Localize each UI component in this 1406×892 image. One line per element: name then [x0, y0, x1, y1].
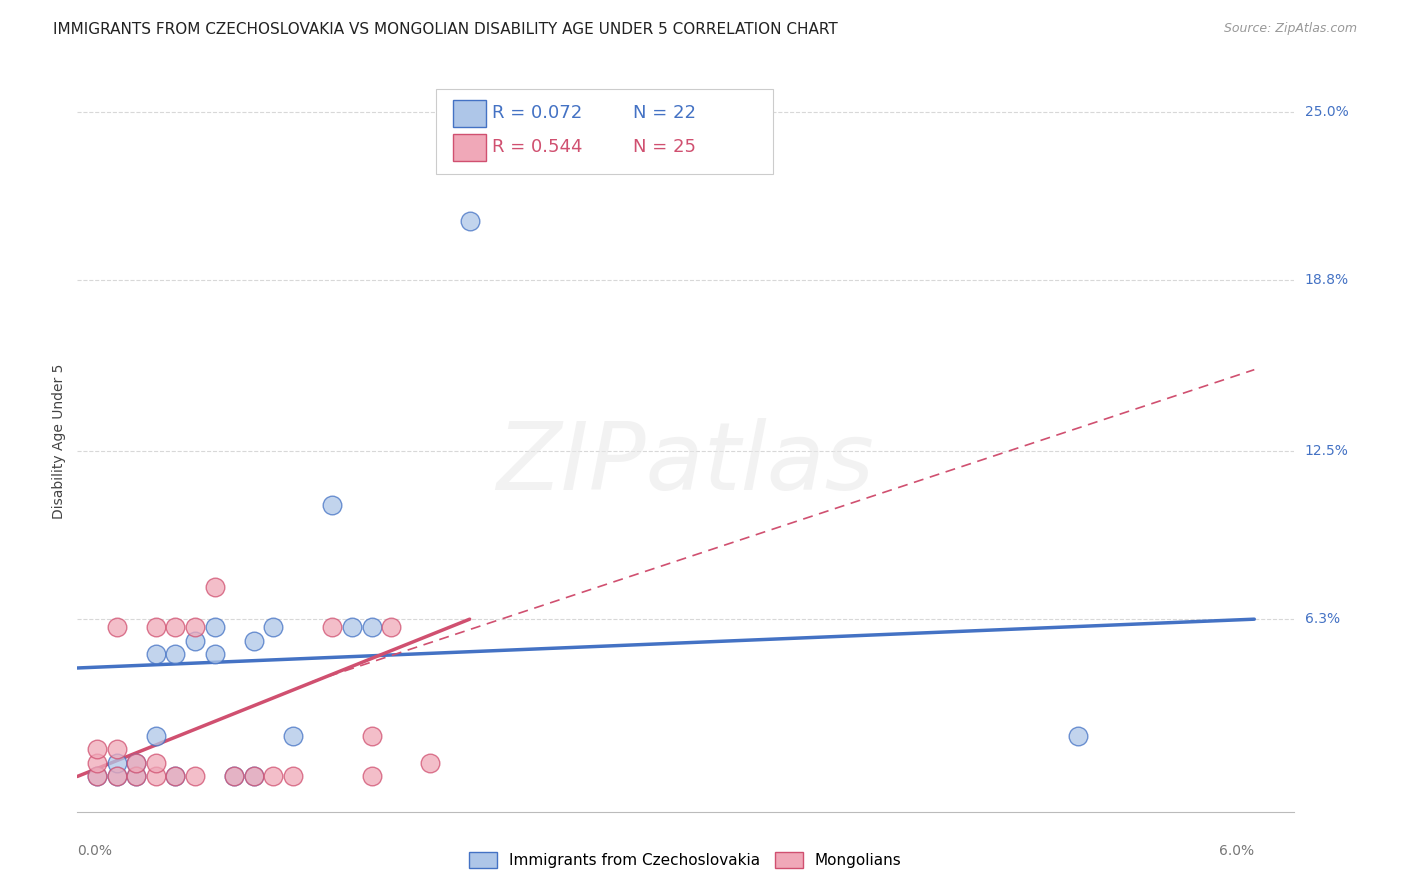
Point: [86, 769, 108, 783]
Point: [86, 742, 108, 756]
Point: [204, 580, 226, 594]
Point: [125, 769, 148, 783]
Point: [321, 620, 343, 634]
Text: ZIPatlas: ZIPatlas: [496, 418, 875, 509]
Point: [145, 648, 167, 662]
Y-axis label: Disability Age Under 5: Disability Age Under 5: [52, 364, 66, 519]
Point: [165, 620, 187, 634]
Point: [380, 620, 402, 634]
Point: [360, 620, 382, 634]
Text: R = 0.544: R = 0.544: [492, 138, 582, 156]
Point: [360, 769, 382, 783]
Legend: Immigrants from Czechoslovakia, Mongolians: Immigrants from Czechoslovakia, Mongolia…: [463, 847, 908, 874]
Text: 6.0%: 6.0%: [1219, 844, 1254, 858]
Point: [184, 633, 207, 648]
Point: [263, 769, 285, 783]
Text: N = 22: N = 22: [633, 104, 696, 122]
Text: 12.5%: 12.5%: [1305, 444, 1348, 458]
Point: [243, 769, 266, 783]
Point: [1067, 729, 1090, 743]
Text: Source: ZipAtlas.com: Source: ZipAtlas.com: [1223, 22, 1357, 36]
Point: [184, 620, 207, 634]
Text: R = 0.072: R = 0.072: [492, 104, 582, 122]
Point: [281, 769, 304, 783]
Point: [86, 756, 108, 770]
Text: N = 25: N = 25: [633, 138, 696, 156]
Text: 6.3%: 6.3%: [1305, 612, 1340, 626]
Point: [86, 769, 108, 783]
Point: [105, 620, 128, 634]
Point: [125, 756, 148, 770]
Point: [165, 769, 187, 783]
Point: [321, 498, 343, 512]
Point: [263, 620, 285, 634]
Point: [105, 769, 128, 783]
Point: [204, 648, 226, 662]
Point: [145, 769, 167, 783]
Point: [243, 769, 266, 783]
Point: [145, 620, 167, 634]
Text: IMMIGRANTS FROM CZECHOSLOVAKIA VS MONGOLIAN DISABILITY AGE UNDER 5 CORRELATION C: IMMIGRANTS FROM CZECHOSLOVAKIA VS MONGOL…: [53, 22, 838, 37]
Point: [165, 769, 187, 783]
Point: [340, 620, 363, 634]
Point: [125, 769, 148, 783]
Point: [281, 729, 304, 743]
Point: [105, 756, 128, 770]
Point: [243, 633, 266, 648]
Text: 25.0%: 25.0%: [1305, 105, 1348, 119]
Point: [224, 769, 246, 783]
Point: [165, 648, 187, 662]
Text: 0.0%: 0.0%: [77, 844, 112, 858]
Point: [145, 729, 167, 743]
Point: [105, 742, 128, 756]
Point: [145, 756, 167, 770]
Point: [224, 769, 246, 783]
Point: [125, 756, 148, 770]
Point: [184, 769, 207, 783]
Point: [204, 620, 226, 634]
Point: [419, 756, 441, 770]
Point: [360, 729, 382, 743]
Text: 18.8%: 18.8%: [1305, 273, 1348, 287]
Point: [458, 213, 481, 227]
Point: [105, 769, 128, 783]
